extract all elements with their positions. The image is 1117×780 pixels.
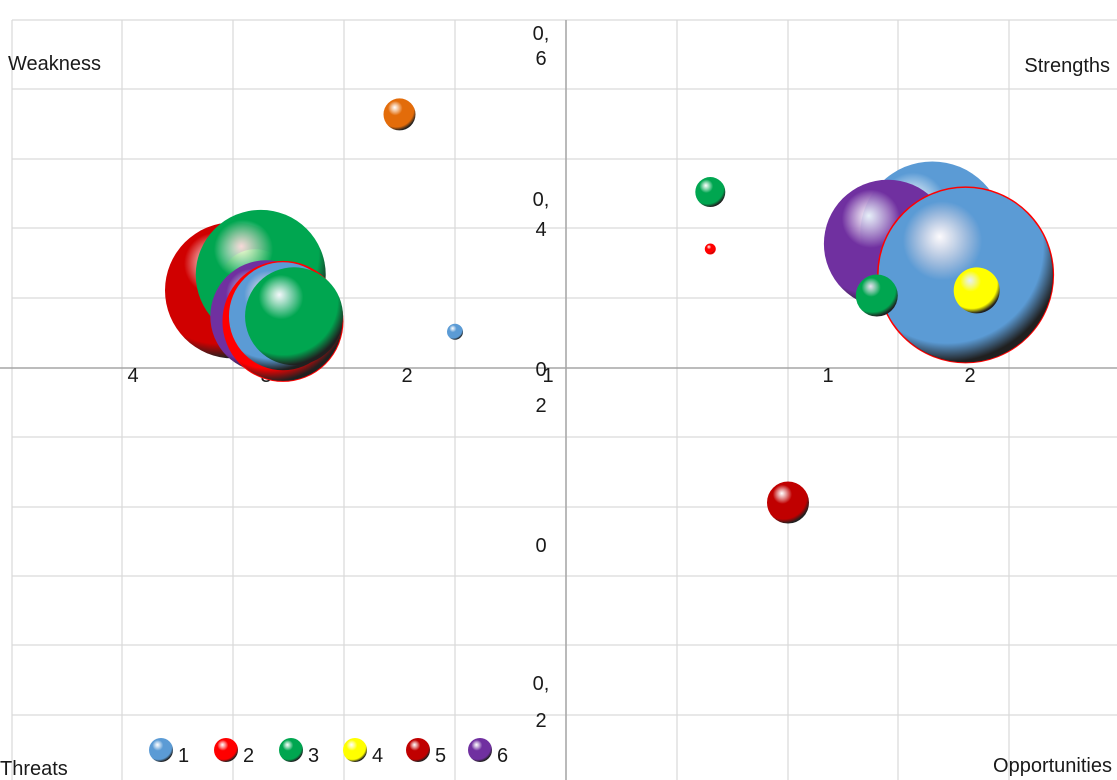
y-tick-label: 0, [533,673,550,695]
corner-label-opportunities: Opportunities [993,755,1112,777]
y-tick-label: 0 [535,535,546,557]
bubble-series-2 [704,243,716,255]
y-tick-label: 2 [535,710,546,732]
x-tick-label: 1 [542,365,553,387]
legend-label-6: 6 [497,745,508,767]
corner-labels: Weakness Strengths Threats Opportunities [0,53,1112,780]
y-tick-label: 6 [535,48,546,70]
legend-label-4: 4 [372,745,383,767]
legend-marker-2 [214,738,238,762]
y-tick-label: 2 [535,395,546,417]
bubble-series-5 [767,481,809,524]
y-tick-label: 0, [533,23,550,45]
legend-label-1: 1 [178,745,189,767]
x-tick-label: 2 [964,365,975,387]
legend-label-3: 3 [308,745,319,767]
x-tick-label: 4 [127,365,138,387]
y-tick-label: 4 [535,219,546,241]
legend-label-2: 2 [243,745,254,767]
corner-label-weakness: Weakness [8,53,101,75]
bubble-series-1 [447,323,463,340]
x-tick-label: 2 [401,365,412,387]
legend-marker-6 [468,738,492,762]
y-tick-label: 0 [535,359,546,381]
axes [0,20,1117,780]
corner-label-strengths: Strengths [1024,55,1110,77]
bubbles [165,98,1055,524]
legend-label-5: 5 [435,745,446,767]
legend-marker-3 [279,738,303,762]
corner-label-threats: Threats [0,758,68,780]
bubble-series-3 [855,274,898,317]
bubble-series-5 [383,98,416,131]
bubble-series-3 [695,177,726,208]
x-tick-label: 1 [822,365,833,387]
bubble-series-3 [245,267,344,366]
bubble-series-4 [953,267,1000,314]
gridlines [11,19,1117,780]
legend-marker-1 [149,738,173,762]
legend: 1 2 3 4 5 6 [149,738,508,767]
legend-marker-4 [343,738,367,762]
legend-marker-5 [406,738,430,762]
y-tick-label: 0, [533,189,550,211]
